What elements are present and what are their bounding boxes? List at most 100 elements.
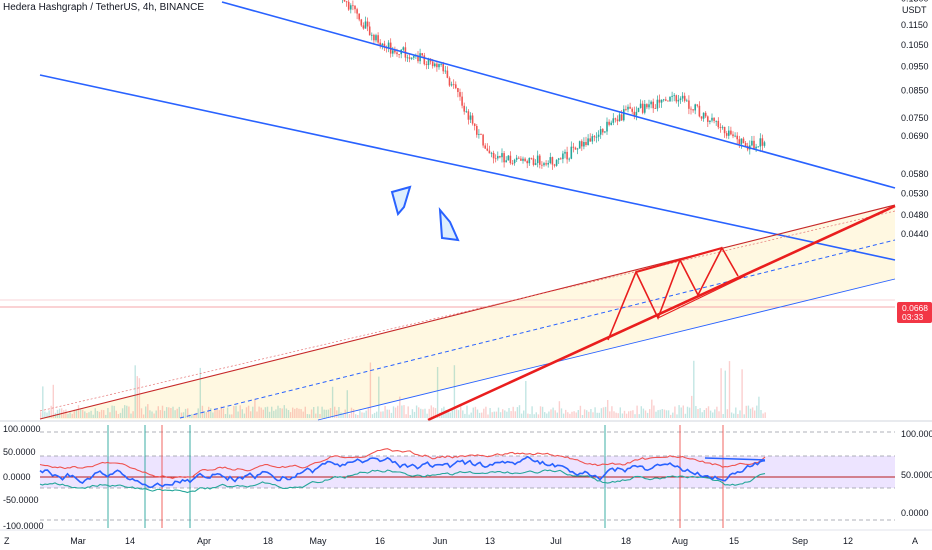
volume-bar	[182, 412, 185, 418]
volume-bar	[226, 407, 229, 418]
volume-bar	[342, 413, 344, 418]
candle-body	[503, 153, 505, 163]
candle-body	[501, 153, 503, 158]
price-axis[interactable]: USDT 0.21000.19000.17000.15000.13000.115…	[897, 0, 932, 323]
candle-body	[461, 96, 463, 106]
volume-bar	[693, 360, 695, 418]
volume-bar	[464, 413, 466, 418]
lower-descending-trendline[interactable]	[39, 74, 896, 261]
volume-bar	[409, 415, 411, 418]
volume-bar	[283, 405, 285, 418]
candle-body	[604, 131, 606, 133]
upper-descending-trendline[interactable]	[221, 1, 896, 189]
volume-bar	[117, 414, 120, 418]
candle-body	[347, 1, 350, 10]
volume-bar	[571, 411, 573, 418]
volume-bar	[109, 412, 111, 418]
volume-bar	[430, 405, 432, 418]
volume-bar	[478, 412, 481, 418]
title-bar: Hedera Hashgraph / TetherUS, 4h, BINANCE	[0, 0, 204, 13]
candle-body	[602, 129, 604, 133]
volume-bar	[720, 368, 722, 418]
volume-bar	[684, 413, 687, 418]
volume-bar	[411, 409, 414, 418]
wedge-upper-line[interactable]	[635, 246, 723, 274]
osc-green-line	[39, 469, 766, 494]
candle-body	[728, 130, 730, 136]
volume-bar	[764, 412, 766, 418]
volume-bar	[760, 410, 762, 418]
price-pane[interactable]	[0, 0, 896, 422]
volume-bar	[153, 413, 155, 418]
candle-body	[534, 163, 537, 165]
volume-bar	[670, 414, 672, 418]
osc-right-tick-label: 100.0000	[901, 429, 932, 439]
volume-bar	[611, 406, 613, 418]
volume-bar	[609, 411, 611, 418]
osc-trendline[interactable]	[704, 457, 766, 461]
volume-bar	[508, 408, 510, 418]
oscillator-pane[interactable]: 100.0000 50.0000 0.0000 -50.0000 -100.0000 1…	[3, 424, 932, 531]
volume-bar	[191, 413, 193, 418]
candle-body	[473, 123, 476, 126]
volume-bar	[676, 414, 678, 418]
time-label: 18	[621, 536, 631, 546]
candle-body	[736, 135, 738, 140]
volume-bar	[119, 412, 122, 418]
volume-bar	[214, 408, 216, 418]
chart-title[interactable]: Hedera Hashgraph / TetherUS, 4h, BINANCE	[3, 2, 204, 13]
candle-body	[381, 43, 384, 46]
volume-bar	[247, 405, 250, 418]
volume-bar	[298, 408, 300, 418]
flag-pattern-2[interactable]	[438, 206, 460, 242]
channel-upper-line[interactable]	[39, 204, 896, 420]
candle-body	[753, 140, 755, 149]
candle-body	[471, 115, 474, 124]
volume-bar	[546, 413, 548, 418]
volume-bar	[163, 410, 166, 418]
volume-bar	[254, 398, 256, 418]
candle-body	[620, 114, 623, 121]
volume-bar	[586, 410, 588, 418]
channel-lower-line[interactable]	[317, 278, 896, 421]
volume-bar	[134, 365, 136, 418]
channel-mid-dashed-line[interactable]	[179, 239, 896, 419]
volume-bar	[426, 413, 428, 418]
candle-body	[690, 108, 692, 110]
volume-bar	[516, 407, 519, 418]
candle-body	[442, 64, 444, 72]
volume-bar	[321, 406, 323, 418]
corner-label-left[interactable]: Z	[4, 536, 10, 546]
candle-body	[742, 138, 745, 143]
volume-bar	[554, 410, 556, 418]
candle-body	[713, 117, 715, 121]
volume-bar	[79, 409, 82, 418]
volume-bar	[741, 369, 743, 418]
volume-bar	[256, 411, 258, 418]
flag-pattern-1[interactable]	[390, 185, 412, 217]
candle-body	[755, 146, 757, 149]
volume-bar	[541, 406, 544, 418]
volume-bar	[271, 406, 273, 418]
time-label: 13	[485, 536, 495, 546]
volume-bar	[632, 410, 634, 418]
volume-bar	[705, 408, 708, 418]
volume-bar	[306, 414, 309, 418]
candle-body	[669, 96, 671, 102]
volume-bar	[562, 413, 565, 418]
candle-body	[368, 26, 371, 36]
candle-body	[675, 95, 678, 102]
volume-bar	[241, 409, 243, 418]
volume-bar	[308, 414, 311, 418]
volume-bar	[544, 412, 546, 418]
volume-bar	[529, 414, 531, 418]
candle-body	[667, 100, 669, 102]
volume-bar	[413, 411, 416, 418]
corner-label-right[interactable]: A	[912, 536, 918, 546]
candle-body	[364, 21, 367, 29]
osc-left-tick-label: -100.0000	[3, 521, 44, 531]
time-label: 18	[263, 536, 273, 546]
rising-support-trendline[interactable]	[427, 204, 896, 422]
time-axis[interactable]: Mar 14 Apr 18 May 16 Jun 13 Jul 18 Aug 15 Sep 12 Z A	[0, 529, 932, 546]
time-label: 12	[843, 536, 853, 546]
